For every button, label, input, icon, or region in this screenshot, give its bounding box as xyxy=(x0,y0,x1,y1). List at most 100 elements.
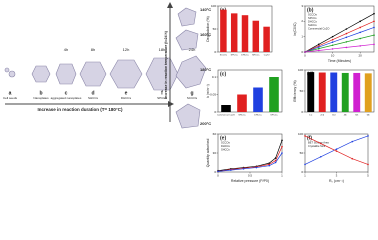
series-line xyxy=(304,21,375,53)
point xyxy=(373,20,375,23)
stage-name: SCCOs xyxy=(187,96,198,100)
y-tick-label: 3 xyxy=(301,4,303,8)
plot-frame xyxy=(217,69,283,113)
point xyxy=(304,163,306,166)
y-axis-label: k (min⁻¹) xyxy=(206,84,210,98)
t160 xyxy=(175,29,199,51)
point xyxy=(268,162,271,164)
bar xyxy=(341,72,349,112)
point xyxy=(255,166,258,169)
bar xyxy=(253,87,263,112)
x-tick-label: SCCOs xyxy=(220,55,228,57)
legend-entry: Commercial Cu2O xyxy=(308,27,329,31)
x-tick-label: 0 xyxy=(217,173,219,177)
plot-frame xyxy=(217,133,283,173)
crystals xyxy=(4,2,207,129)
x-tick-label: SHCCs xyxy=(252,55,260,57)
legend-entry: Crystallite Size xyxy=(308,144,326,148)
bar xyxy=(237,94,247,112)
x-tick-label: 10 xyxy=(331,53,335,57)
series-line xyxy=(304,34,375,53)
point xyxy=(274,159,277,162)
y-tick-label: 50 xyxy=(213,27,217,31)
panel-label: (b) xyxy=(307,7,314,13)
point xyxy=(345,46,348,49)
stage-time: 4h xyxy=(64,47,68,52)
temperature: 140°C xyxy=(200,7,211,12)
point xyxy=(304,135,306,137)
stage-letter: b xyxy=(39,90,42,96)
point xyxy=(281,145,283,148)
stage-name: SHCCs xyxy=(88,96,99,100)
point xyxy=(367,163,369,166)
stage-letter: e xyxy=(125,90,128,96)
x-tick-label: Cu2O xyxy=(264,55,270,57)
page: Increase in reaction duration (T= 180°C)… xyxy=(2,2,375,183)
y-axis-label: Quantity adsorbed xyxy=(206,139,210,168)
panel-label: (e) xyxy=(220,135,226,141)
point xyxy=(217,170,219,173)
point xyxy=(304,51,306,53)
point xyxy=(318,49,320,52)
legend-entry: DHCCs xyxy=(221,144,230,148)
y-tick-label: 100 xyxy=(211,4,216,8)
y-axis-label: Efficiency (%) xyxy=(293,80,297,101)
point xyxy=(319,156,322,158)
x-tick-label: 3rd xyxy=(332,114,336,117)
point xyxy=(359,20,362,23)
shcc xyxy=(79,61,107,87)
x-tick-label: 4th xyxy=(344,114,348,117)
bar xyxy=(221,105,231,112)
arrowhead xyxy=(167,2,173,8)
bar xyxy=(241,15,249,52)
plot-frame xyxy=(304,69,375,113)
y-axis-label: ln(C0/C) xyxy=(293,22,297,35)
point xyxy=(359,45,362,47)
y-tick-label: 0 xyxy=(214,170,216,174)
point xyxy=(345,36,348,39)
y-tick-label: 0 xyxy=(301,110,303,114)
point xyxy=(351,157,354,160)
temperature: 200°C xyxy=(200,121,211,126)
x-tick-label: 1 xyxy=(304,173,306,177)
x-tick-label: 3 xyxy=(336,173,338,177)
seed xyxy=(8,70,16,78)
plot-frame xyxy=(304,5,375,53)
x-tick-label: SPCCs xyxy=(270,115,278,117)
x-tick-label: 5th xyxy=(355,114,359,117)
stage-letter: f xyxy=(161,90,163,96)
temperature: 160°C xyxy=(200,32,211,37)
x-tick-label: 0.5 xyxy=(248,173,253,177)
bar xyxy=(318,72,326,112)
bar xyxy=(353,72,361,112)
x-tick-label: 2nd xyxy=(320,115,324,117)
stage-time: 8h xyxy=(91,47,95,52)
x-tick-label: DHCCs xyxy=(254,115,262,117)
x-axis-label: Relative pressure (P/P0) xyxy=(231,179,269,183)
point xyxy=(359,26,362,29)
point xyxy=(373,26,375,29)
point xyxy=(319,142,322,145)
x-tick-label: Commercial Cu2O xyxy=(217,114,235,117)
bar xyxy=(330,72,338,112)
seed xyxy=(4,67,10,73)
point xyxy=(268,164,271,167)
figure: Increase in reaction duration (T= 180°C)… xyxy=(3,2,375,183)
stage-name: aggregated nanoplates xyxy=(51,96,82,100)
bar xyxy=(230,13,238,52)
point xyxy=(359,31,362,34)
point xyxy=(335,150,338,152)
legend-entry: SCCOs xyxy=(221,141,230,145)
t140 xyxy=(177,7,197,27)
x-tick-label: SPCCs xyxy=(231,55,239,57)
x-axis-label: Time (Minutes) xyxy=(328,59,351,63)
arrowhead xyxy=(168,101,174,107)
x-tick-label: 6th xyxy=(367,114,371,117)
y-tick-label: 0 xyxy=(214,50,216,54)
stage-letter: c xyxy=(65,90,68,96)
point xyxy=(318,43,320,46)
y-tick-label: 50 xyxy=(300,151,304,155)
x-axis-label: R₀ (cm⁻¹) xyxy=(329,179,344,183)
stage-name: SPCCs xyxy=(157,96,167,100)
point xyxy=(268,163,271,166)
